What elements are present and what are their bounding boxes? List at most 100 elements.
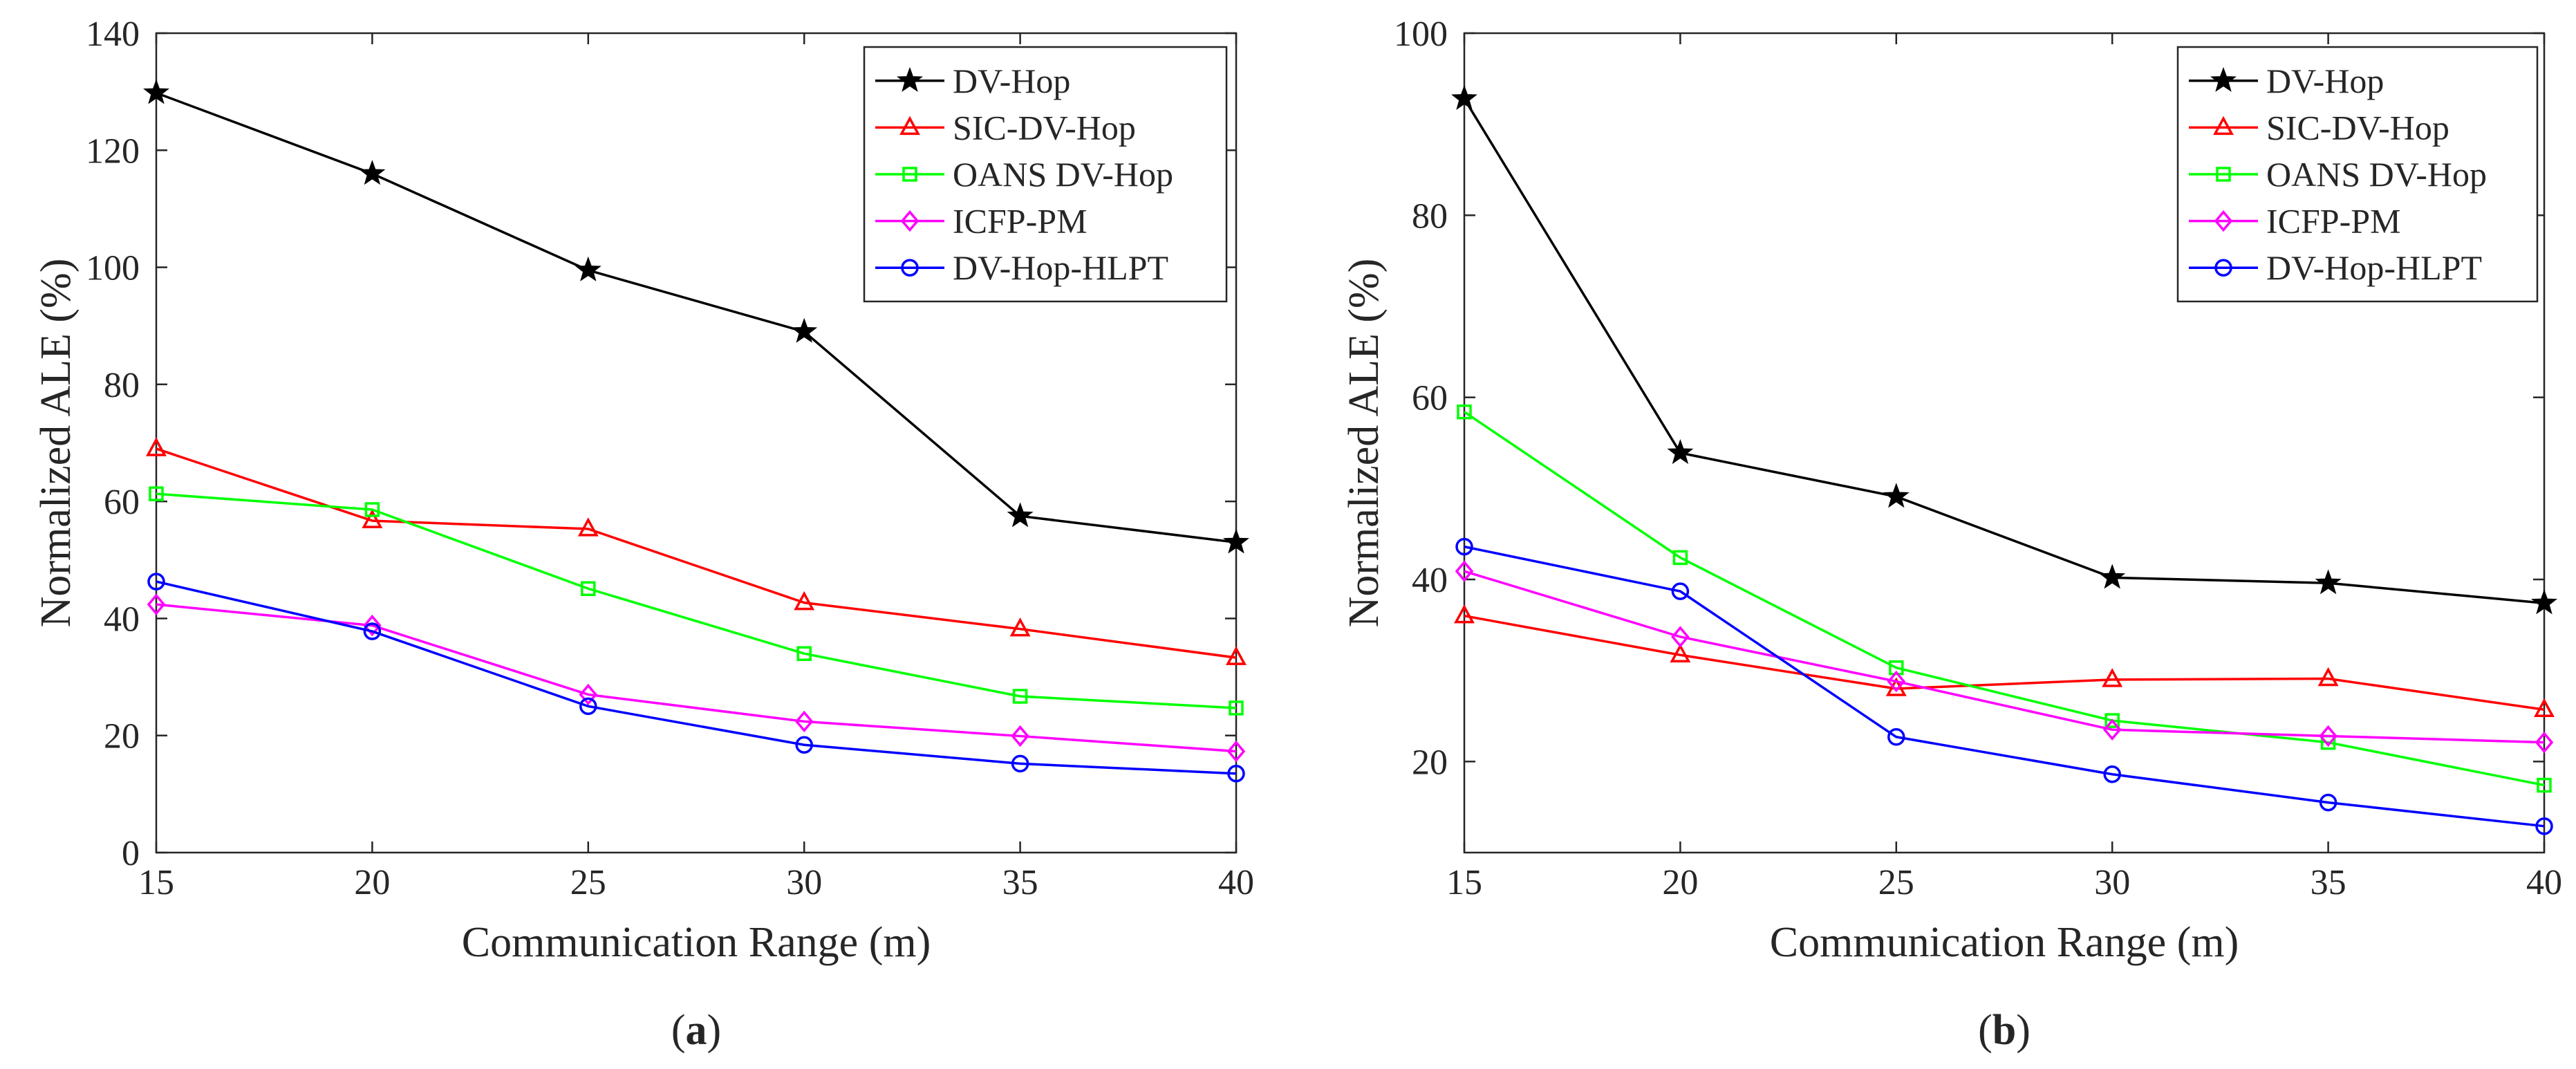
series-line — [156, 492, 1237, 709]
data-point — [2319, 793, 2337, 812]
data-point — [577, 517, 599, 537]
y-tick-label: 100 — [1394, 15, 1448, 54]
legend-item: DV-Hop — [2189, 62, 2384, 100]
data-point — [2534, 698, 2555, 718]
data-point — [1667, 439, 1694, 465]
legend-item: DV-Hop-HLPT — [2189, 248, 2482, 287]
series-oans-dv-hop — [149, 486, 1244, 716]
panel-label: (a) — [671, 1007, 721, 1054]
y-tick-label: 100 — [86, 249, 140, 288]
series-dv-hop-hlpt — [147, 573, 1245, 783]
legend-item: OANS DV-Hop — [875, 155, 1173, 194]
data-point — [147, 573, 165, 591]
y-tick-label: 0 — [122, 834, 140, 873]
legend: DV-Hop SIC-DV-Hop OANS DV-Hop ICFP-PM DV-Hop… — [2176, 46, 2539, 303]
data-point — [1455, 560, 1474, 582]
legend-marker — [900, 210, 920, 232]
data-point — [794, 710, 814, 733]
data-point — [1454, 604, 1475, 624]
data-point — [363, 622, 382, 640]
legend-item: ICFP-PM — [2189, 202, 2401, 241]
data-point — [1672, 550, 1688, 566]
y-axis-label: Normalized ALE (%) — [32, 259, 80, 628]
legend-item: ICFP-PM — [875, 202, 1088, 241]
series-line — [1463, 97, 2545, 604]
x-tick-label: 35 — [1002, 863, 1038, 902]
legend-item: DV-Hop — [875, 62, 1070, 100]
x-tick-label: 40 — [2526, 863, 2562, 902]
data-point — [795, 736, 813, 754]
data-point — [2535, 817, 2553, 835]
data-point — [794, 591, 815, 611]
data-point — [146, 437, 167, 456]
legend-label: OANS DV-Hop — [2266, 155, 2487, 194]
data-point — [1226, 646, 1247, 665]
x-tick-label: 40 — [1218, 863, 1254, 902]
legend-label: SIC-DV-Hop — [2266, 108, 2449, 147]
legend-label: DV-Hop-HLPT — [2266, 248, 2482, 287]
y-axis-label: Normalized ALE (%) — [1341, 259, 1388, 628]
data-point — [143, 79, 169, 104]
legend-marker — [2210, 66, 2237, 92]
y-tick-label: 20 — [104, 717, 140, 756]
data-point — [364, 502, 380, 517]
series-icfp-pm — [1455, 560, 2554, 754]
data-point — [2102, 718, 2122, 741]
data-point — [1009, 617, 1031, 637]
y-tick-label: 120 — [86, 131, 140, 171]
legend-item: SIC-DV-Hop — [875, 108, 1136, 147]
data-point — [1007, 502, 1034, 528]
data-point — [1670, 643, 1691, 663]
data-point — [1671, 582, 1690, 600]
y-tick-label: 40 — [1412, 561, 1448, 600]
data-point — [2535, 731, 2554, 754]
series-line — [1464, 545, 2545, 828]
x-tick-label: 35 — [2311, 863, 2346, 902]
data-point — [2103, 765, 2121, 783]
y-tick-label: 80 — [104, 366, 140, 405]
legend-label: ICFP-PM — [2266, 202, 2401, 241]
legend-label: DV-Hop — [2266, 62, 2384, 100]
legend-marker — [2214, 259, 2232, 277]
series-line — [1464, 411, 2545, 787]
legend-marker — [2213, 115, 2234, 136]
data-point — [2102, 668, 2123, 687]
data-point — [1011, 754, 1029, 773]
legend-marker — [902, 167, 917, 182]
y-tick-label: 140 — [86, 15, 140, 54]
y-tick-label: 40 — [104, 599, 140, 639]
x-tick-label: 30 — [2094, 863, 2130, 902]
series-sic-dv-hop — [146, 437, 1247, 665]
y-tick-label: 80 — [1412, 196, 1448, 236]
legend-item: OANS DV-Hop — [2189, 155, 2487, 194]
data-point — [1671, 626, 1690, 648]
data-point — [1223, 528, 1249, 554]
data-point — [149, 486, 164, 501]
legend: DV-Hop SIC-DV-Hop OANS DV-Hop ICFP-PM DV-Hop… — [863, 46, 1228, 303]
data-point — [2531, 589, 2557, 615]
legend-marker — [899, 115, 920, 136]
data-point — [1012, 689, 1028, 704]
data-point — [1455, 537, 1473, 556]
series-dv-hop — [143, 79, 1249, 554]
panel-label: (b) — [1978, 1007, 2031, 1054]
legend-label: DV-Hop-HLPT — [953, 248, 1168, 287]
legend-label: ICFP-PM — [953, 202, 1088, 241]
legend-label: DV-Hop — [953, 62, 1070, 100]
x-tick-label: 15 — [1446, 863, 1482, 902]
series-line — [156, 447, 1237, 659]
x-tick-label: 25 — [1878, 863, 1914, 902]
series-line — [156, 91, 1237, 544]
data-point — [1887, 728, 1905, 746]
data-point — [2317, 667, 2339, 687]
data-point — [363, 614, 382, 637]
series-dv-hop — [1451, 84, 2557, 615]
data-point — [2315, 569, 2342, 595]
data-point — [2104, 713, 2120, 728]
x-axis-label: Communication Range (m) — [1770, 919, 2239, 966]
x-axis-label: Communication Range (m) — [462, 919, 931, 966]
data-point — [796, 646, 812, 661]
data-point — [1883, 483, 1910, 508]
data-point — [575, 256, 601, 281]
